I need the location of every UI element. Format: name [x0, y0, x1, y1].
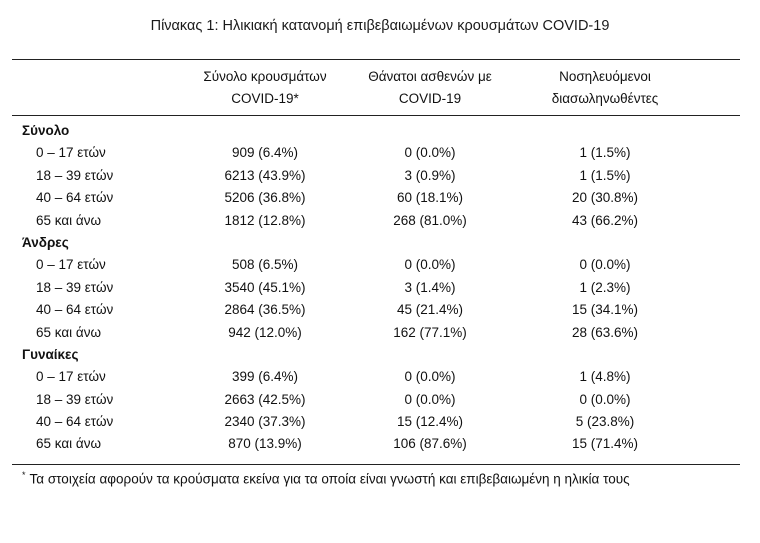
column-header-cases: Σύνολο κρουσμάτων COVID-19* [190, 66, 340, 110]
cases-cell: 942 (12.0%) [228, 324, 302, 340]
cases-cell: 3540 (45.1%) [224, 279, 306, 295]
column-header-line: διασωληνωθέντες [551, 91, 659, 106]
deaths-cell: 0 (0.0%) [404, 145, 456, 161]
column-header-deaths: Θάνατοι ασθενών με COVID-19 [340, 66, 520, 110]
table-row: 65 και άνω 870 (13.9%) 106 (87.6%) 15 (71.4… [0, 433, 760, 455]
deaths-cell: 0 (0.0%) [404, 257, 456, 273]
cases-cell: 2864 (36.5%) [224, 302, 306, 318]
column-header-line: Θάνατοι ασθενών με [368, 69, 492, 84]
age-group-label: 40 – 64 ετών [36, 302, 114, 318]
top-rule [12, 59, 740, 60]
cases-cell: 508 (6.5%) [231, 257, 299, 273]
table-row: 65 και άνω 1812 (12.8%) 268 (81.0%) 43 (66.… [0, 210, 760, 232]
intubated-cell: 43 (66.2%) [571, 212, 639, 228]
column-header-line: Νοσηλευόμενοι [559, 69, 651, 84]
table-row: 40 – 64 ετών 2340 (37.3%) 15 (12.4%) 5 (23.… [0, 411, 760, 433]
table-row: 0 – 17 ετών 399 (6.4%) 0 (0.0%) 1 (4.8%) [0, 366, 760, 388]
age-group-label: 18 – 39 ετών [36, 279, 114, 295]
cases-cell: 909 (6.4%) [231, 145, 299, 161]
table-row: 40 – 64 ετών 5206 (36.8%) 60 (18.1%) 20 (30… [0, 187, 760, 209]
section-label: Σύνολο [22, 123, 70, 138]
intubated-cell: 1 (4.8%) [579, 369, 631, 385]
footnote: * Τα στοιχεία αφορούν τα κρούσματα εκείνα… [22, 470, 630, 487]
table-body: Σύνολο 0 – 17 ετών 909 (6.4%) 0 (0.0%) 1 (1.… [0, 120, 760, 456]
age-group-label: 40 – 64 ετών [36, 190, 114, 206]
intubated-cell: 20 (30.8%) [571, 190, 639, 206]
age-group-label: 0 – 17 ετών [36, 257, 106, 273]
age-group-label: 0 – 17 ετών [36, 145, 106, 161]
age-group-label: 18 – 39 ετών [36, 167, 114, 183]
age-group-label: 65 και άνω [36, 324, 102, 340]
table-row: 18 – 39 ετών 3540 (45.1%) 3 (1.4%) 1 (2.3%) [0, 277, 760, 299]
deaths-cell: 268 (81.0%) [393, 212, 467, 228]
cases-cell: 6213 (43.9%) [224, 167, 306, 183]
column-header-line: COVID-19 [398, 91, 462, 106]
deaths-cell: 0 (0.0%) [404, 391, 456, 407]
intubated-cell: 28 (63.6%) [571, 324, 639, 340]
footnote-text: Τα στοιχεία αφορούν τα κρούσματα εκείνα … [29, 471, 630, 487]
deaths-cell: 3 (1.4%) [404, 279, 456, 295]
intubated-cell: 0 (0.0%) [579, 391, 631, 407]
section-row: Σύνολο [0, 120, 760, 142]
intubated-cell: 1 (2.3%) [579, 279, 631, 295]
deaths-cell: 60 (18.1%) [396, 190, 464, 206]
age-group-label: 65 και άνω [36, 436, 102, 452]
intubated-cell: 1 (1.5%) [579, 167, 631, 183]
cases-cell: 870 (13.9%) [228, 436, 302, 452]
section-label: Άνδρες [22, 234, 69, 250]
column-header-intubated: Νοσηλευόμενοι διασωληνωθέντες [520, 66, 690, 110]
deaths-cell: 162 (77.1%) [393, 324, 467, 340]
section-row: Άνδρες [0, 232, 760, 254]
column-header-line: Σύνολο κρουσμάτων [203, 69, 327, 84]
deaths-cell: 3 (0.9%) [404, 167, 456, 183]
cases-cell: 1812 (12.8%) [224, 212, 306, 228]
table-row: 65 και άνω 942 (12.0%) 162 (77.1%) 28 (63.6… [0, 322, 760, 344]
intubated-cell: 15 (71.4%) [571, 436, 639, 452]
age-group-label: 65 και άνω [36, 212, 102, 228]
cases-cell: 5206 (36.8%) [224, 190, 306, 206]
table-title: Πίνακας 1: Ηλικιακή κατανομή επιβεβαιωμέ… [150, 18, 610, 34]
cases-cell: 2663 (42.5%) [224, 391, 306, 407]
section-label: Γυναίκες [22, 346, 79, 362]
bottom-rule [12, 464, 740, 465]
age-group-label: 40 – 64 ετών [36, 414, 114, 430]
table-row: 0 – 17 ετών 508 (6.5%) 0 (0.0%) 0 (0.0%) [0, 254, 760, 276]
header-rule [12, 115, 740, 116]
section-row: Γυναίκες [0, 344, 760, 366]
deaths-cell: 45 (21.4%) [396, 302, 464, 318]
table-row: 40 – 64 ετών 2864 (36.5%) 45 (21.4%) 15 (34… [0, 299, 760, 321]
cases-cell: 399 (6.4%) [231, 369, 299, 385]
table-row: 18 – 39 ετών 6213 (43.9%) 3 (0.9%) 1 (1.5%) [0, 165, 760, 187]
intubated-cell: 1 (1.5%) [579, 145, 631, 161]
table-row: 0 – 17 ετών 909 (6.4%) 0 (0.0%) 1 (1.5%) [0, 142, 760, 164]
deaths-cell: 106 (87.6%) [393, 436, 467, 452]
age-group-label: 0 – 17 ετών [36, 369, 106, 385]
column-header-line: COVID-19* [231, 91, 299, 106]
footnote-mark: * [22, 470, 26, 480]
age-group-label: 18 – 39 ετών [36, 391, 114, 407]
deaths-cell: 15 (12.4%) [396, 414, 464, 430]
cases-cell: 2340 (37.3%) [224, 414, 306, 430]
intubated-cell: 15 (34.1%) [571, 302, 639, 318]
deaths-cell: 0 (0.0%) [404, 369, 456, 385]
table-row: 18 – 39 ετών 2663 (42.5%) 0 (0.0%) 0 (0.0%) [0, 389, 760, 411]
intubated-cell: 5 (23.8%) [575, 414, 635, 430]
intubated-cell: 0 (0.0%) [579, 257, 631, 273]
